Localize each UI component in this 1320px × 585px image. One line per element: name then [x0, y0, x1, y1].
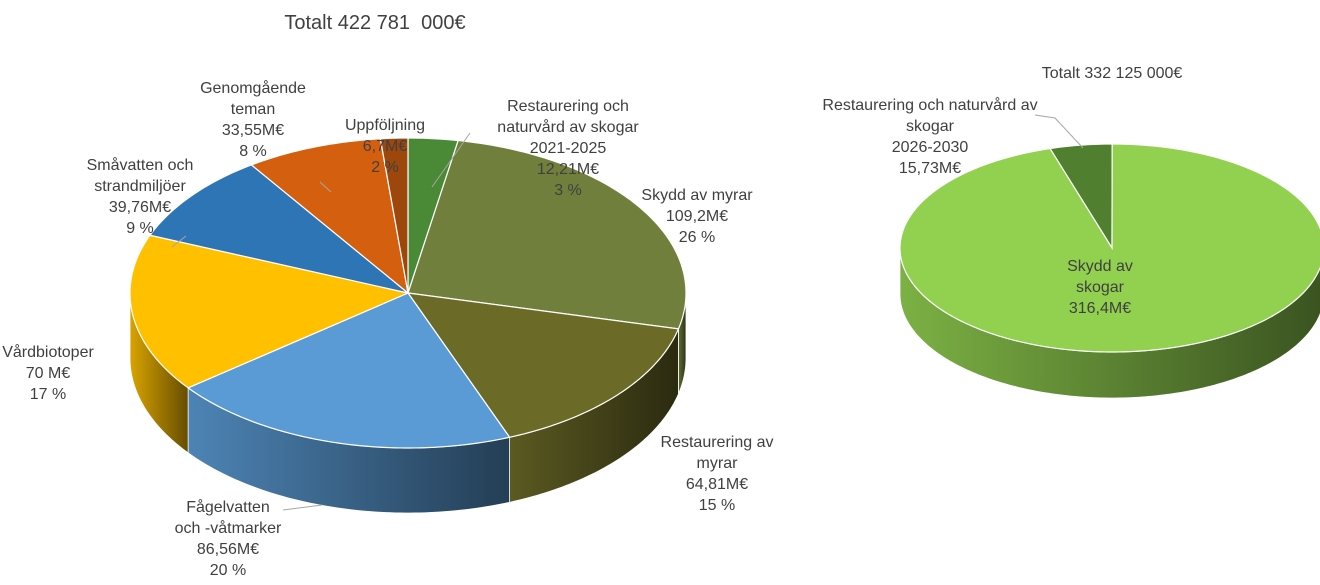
category-label: Fågelvatten och -våtmarker — [174, 499, 282, 537]
category-label: Restaurering av myrar — [660, 434, 774, 472]
value-label: 12,21M€ — [536, 161, 600, 178]
category-label: Skydd av myrar — [641, 187, 753, 204]
value-label: 316,4M€ — [1068, 300, 1132, 317]
percent-label: 2 % — [371, 159, 399, 176]
category-label: Vårdbiotoper — [2, 344, 94, 361]
category-label: Småvatten och strandmiljöer — [86, 157, 194, 195]
pie-slice — [148, 164, 409, 294]
data-label: Restaurering och naturvård av skogar 202… — [822, 95, 1037, 179]
data-label: Skydd av myrar 109,2M€ 26 % — [641, 185, 752, 248]
value-label: 86,56M€ — [196, 541, 260, 558]
percent-label: 17 % — [29, 386, 67, 403]
category-label: Restaurering och naturvård av skogar 202… — [497, 98, 639, 157]
percent-label: 9 % — [126, 220, 154, 237]
percent-label: 8 % — [239, 143, 267, 160]
category-label: Skydd av skogar — [1067, 258, 1133, 296]
leader-line — [1034, 114, 1084, 149]
percent-label: 20 % — [209, 562, 247, 579]
leader-line — [431, 132, 471, 188]
value-label: 15,73M€ — [898, 160, 962, 177]
value-label: 6,7M€ — [362, 138, 408, 155]
pie-slice — [406, 292, 680, 438]
data-label: Genomgående teman 33,55M€ 8 % — [200, 78, 306, 162]
pie-slice — [407, 139, 687, 330]
category-label: Uppföljning — [344, 117, 426, 134]
pie-slice — [250, 138, 409, 295]
data-label: Uppföljning 6,7M€ 2 % — [345, 115, 425, 178]
value-label: 33,55M€ — [221, 122, 285, 139]
value-label: 70 M€ — [25, 365, 71, 382]
pie-slice — [186, 292, 511, 449]
data-label: Vårdbiotoper 70 M€ 17 % — [2, 342, 94, 405]
data-label: Restaurering och naturvård av skogar 202… — [497, 96, 638, 201]
value-label: 39,76M€ — [108, 199, 172, 216]
data-label: Småvatten och strandmiljöer 39,76M€ 9 % — [87, 155, 194, 239]
pie-slice — [1049, 143, 1113, 251]
value-label: 109,2M€ — [665, 208, 729, 225]
category-label: Genomgående teman — [200, 80, 306, 118]
data-label: Restaurering av myrar 64,81M€ 15 % — [661, 432, 774, 516]
percent-label: 26 % — [678, 229, 716, 246]
chart-title: Totalt 422 781 000€ — [284, 12, 466, 34]
pie-slice — [379, 137, 409, 294]
data-label: Skydd av skogar 316,4M€ — [1067, 256, 1133, 319]
percent-label: 3 % — [554, 182, 582, 199]
leader-line — [171, 235, 187, 248]
pie-slice — [129, 234, 410, 389]
pie-slice — [899, 143, 1320, 353]
chart-title: Totalt 332 125 000€ — [1041, 65, 1183, 82]
leader-line — [282, 504, 323, 511]
percent-label: 15 % — [698, 497, 736, 514]
value-label: 64,81M€ — [685, 476, 749, 493]
leader-line — [319, 181, 332, 193]
data-label: Fågelvatten och -våtmarker 86,56M€ 20 % — [175, 497, 282, 581]
category-label: Restaurering och naturvård av skogar 202… — [822, 97, 1038, 156]
